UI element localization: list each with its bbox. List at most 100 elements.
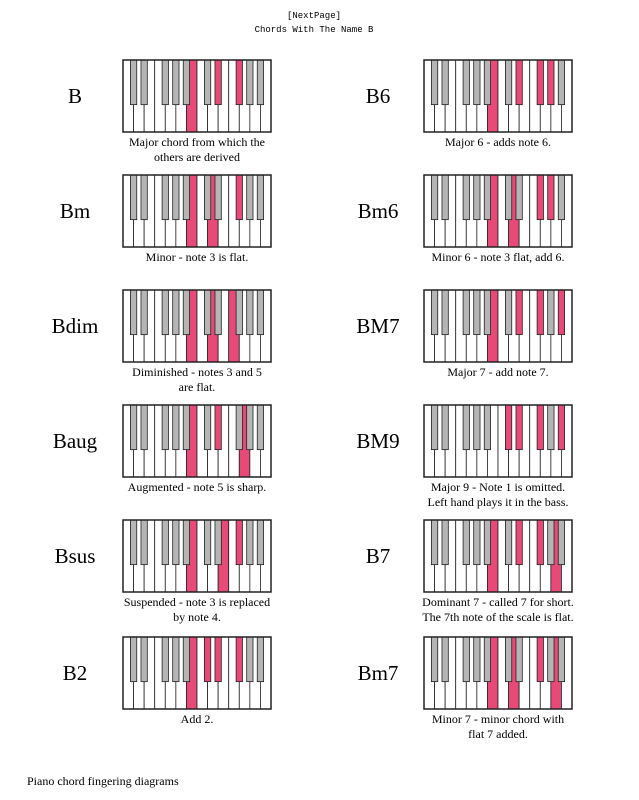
black-key [203,636,212,683]
keyboard-frame [122,289,272,363]
black-key [246,59,254,106]
chord-description: flat 7 added. [468,727,528,741]
black-key [161,404,169,451]
black-key [547,404,555,451]
black-key [462,59,470,106]
chord-diagram: BM9 Major 9 - Note 1 is omitted.Left hand… [356,404,573,509]
black-key [547,174,555,221]
black-key [182,519,190,566]
black-key [515,289,523,336]
chord-description: Minor 7 - minor chord with [432,712,564,726]
black-key [483,636,491,683]
black-key [256,636,264,683]
black-key [536,59,544,106]
black-key [161,519,169,566]
black-key [203,289,212,336]
black-key [536,289,544,336]
black-key [441,174,449,221]
footer: Piano chord fingering diagrams [27,774,179,788]
black-key [235,636,243,683]
black-key [441,289,449,336]
chord-description: by note 4. [173,610,221,624]
black-key [483,519,491,566]
black-key [172,636,180,683]
black-key [536,636,544,683]
black-key [246,519,254,566]
black-key [129,174,138,221]
keyboard-frame [423,289,573,363]
black-key [256,59,264,106]
chord-description: are flat. [179,380,216,394]
black-key [256,289,264,336]
chord-description: Augmented - note 5 is sharp. [128,480,267,494]
black-key [172,59,180,106]
black-key [172,519,180,566]
black-key [547,59,555,106]
black-key [140,519,148,566]
black-key [515,636,523,683]
black-key [441,636,449,683]
black-key [483,59,491,106]
chord-description: Minor 6 - note 3 flat, add 6. [432,250,565,264]
black-key [214,404,222,451]
black-key [430,404,439,451]
black-key [161,59,169,106]
black-key [182,289,190,336]
black-key [515,404,523,451]
black-key [504,636,513,683]
keyboard-frame [122,59,272,133]
chord-description: Add 2. [181,712,214,726]
black-key [547,289,555,336]
keyboard-frame [423,59,573,133]
black-key [256,174,264,221]
black-key [235,404,243,451]
black-key [214,636,222,683]
chord-description: Suspended - note 3 is replaced [124,595,270,609]
chord-diagram: Baug Augmented - note 5 is sharp. [53,404,272,494]
black-key [140,636,148,683]
black-key [161,636,169,683]
black-key [246,636,254,683]
page-title: Chords With The Name B [255,25,374,35]
black-key [430,59,439,106]
black-key [462,519,470,566]
next-page-link[interactable]: [NextPage] [287,11,341,21]
black-key [246,174,254,221]
black-key [557,636,565,683]
black-key [441,404,449,451]
black-key [473,59,481,106]
chord-name: B6 [366,84,391,108]
chord-name: B [68,84,82,108]
black-key [140,59,148,106]
black-key [504,174,513,221]
black-key [462,174,470,221]
black-key [504,59,513,106]
black-key [203,404,212,451]
black-key [536,174,544,221]
black-key [129,404,138,451]
black-key [483,174,491,221]
black-key [235,59,243,106]
chord-name: Baug [53,429,98,453]
chord-description: Major 7 - add note 7. [447,365,548,379]
black-key [256,519,264,566]
black-key [473,289,481,336]
chord-name: Bdim [52,314,99,338]
black-key [441,519,449,566]
chord-name: Bm7 [358,661,399,685]
black-key [473,636,481,683]
black-key [246,289,254,336]
black-key [430,519,439,566]
chord-description: Left hand plays it in the bass. [428,495,569,509]
black-key [182,174,190,221]
black-key [462,404,470,451]
black-key [214,289,222,336]
black-key [129,636,138,683]
black-key [515,174,523,221]
chord-diagram: B7 Dominant 7 - called 7 for short.The 7t… [366,519,574,624]
black-key [214,59,222,106]
keyboard-frame [423,404,573,478]
chord-name: B7 [366,544,391,568]
black-key [172,404,180,451]
